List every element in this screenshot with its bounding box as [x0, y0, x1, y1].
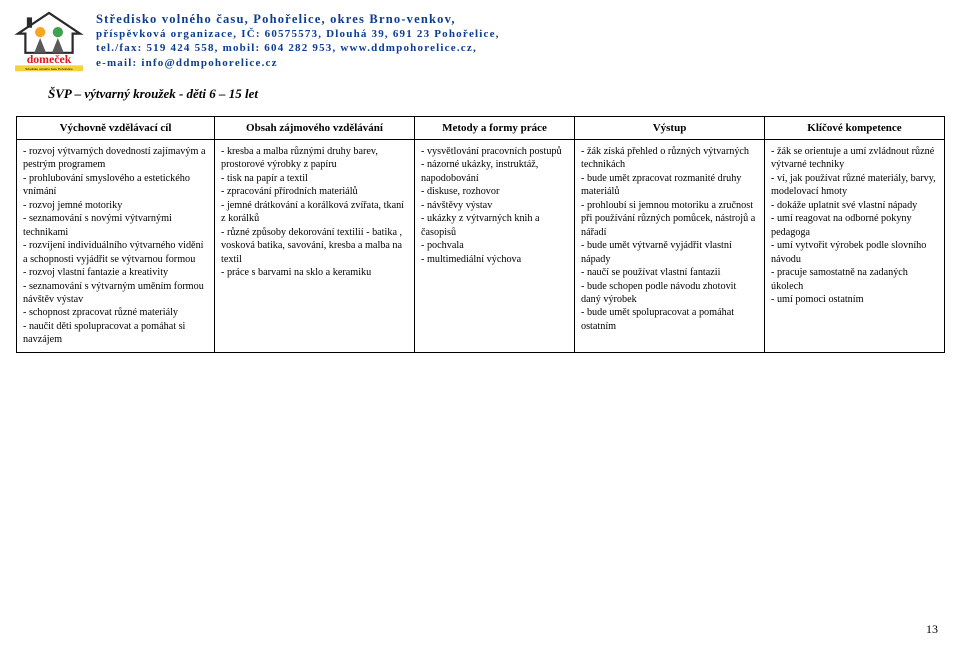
org-name: Středisko volného času, Pohořelice, okre…: [96, 12, 948, 27]
page-number: 13: [926, 622, 938, 637]
td-output: - žák získá přehled o různých výtvarných…: [575, 140, 765, 353]
page-header: domeček Středisko volného času Pohořelic…: [0, 0, 960, 78]
table-row: - rozvoj výtvarných dovedností zajímavým…: [17, 140, 945, 353]
figure-head-2: [53, 27, 63, 37]
td-methods: - vysvětlování pracovních postupů - názo…: [415, 140, 575, 353]
logo-sublabel: Středisko volného času Pohořelice: [25, 67, 73, 71]
th-output: Výstup: [575, 117, 765, 140]
logo-svg: domeček Středisko volného času Pohořelic…: [12, 10, 86, 72]
td-content: - kresba a malba různými druhy barev, pr…: [215, 140, 415, 353]
org-contact: tel./fax: 519 424 558, mobil: 604 282 95…: [96, 41, 948, 55]
logo-label: domeček: [27, 52, 72, 66]
org-info: Středisko volného času, Pohořelice, okre…: [96, 10, 948, 70]
chimney-icon: [27, 17, 32, 27]
page-subtitle: ŠVP – výtvarný kroužek - děti 6 – 15 let: [0, 78, 960, 116]
th-methods: Metody a formy práce: [415, 117, 575, 140]
logo: domeček Středisko volného času Pohořelic…: [12, 10, 86, 72]
th-content: Obsah zájmového vzdělávání: [215, 117, 415, 140]
table-header-row: Výchovně vzdělávací cíl Obsah zájmového …: [17, 117, 945, 140]
th-competence: Klíčové kompetence: [765, 117, 945, 140]
th-goal: Výchovně vzdělávací cíl: [17, 117, 215, 140]
org-details: příspěvková organizace, IČ: 60575573, Dl…: [96, 27, 948, 41]
td-competence: - žák se orientuje a umí zvládnout různé…: [765, 140, 945, 353]
td-goal: - rozvoj výtvarných dovedností zajímavým…: [17, 140, 215, 353]
org-email: e-mail: info@ddmpohorelice.cz: [96, 56, 948, 70]
curriculum-table: Výchovně vzdělávací cíl Obsah zájmového …: [16, 116, 945, 353]
figure-head-1: [35, 27, 45, 37]
